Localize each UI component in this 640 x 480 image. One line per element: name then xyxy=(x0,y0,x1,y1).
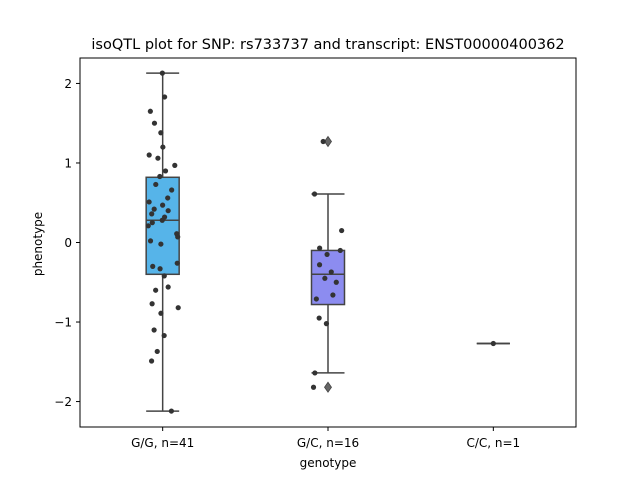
data-point xyxy=(165,208,171,214)
data-point xyxy=(330,292,336,298)
data-point xyxy=(162,168,169,174)
data-point xyxy=(147,108,153,114)
y-tick-label: 2 xyxy=(64,77,72,91)
data-point xyxy=(149,211,155,217)
y-tick-label: 0 xyxy=(64,236,72,250)
data-point xyxy=(310,384,317,390)
data-point xyxy=(160,144,166,150)
data-point xyxy=(337,247,343,254)
data-point xyxy=(160,202,166,208)
y-tick-label: 1 xyxy=(64,156,72,170)
box xyxy=(145,176,180,276)
x-tick-label: G/G, n=41 xyxy=(131,436,194,450)
data-point xyxy=(311,191,318,197)
data-point xyxy=(320,138,326,145)
data-point xyxy=(151,206,157,212)
data-point xyxy=(145,223,151,229)
x-axis-label: genotype xyxy=(300,456,357,470)
data-point xyxy=(175,305,181,311)
data-point xyxy=(324,251,330,258)
data-point xyxy=(148,358,155,364)
data-point xyxy=(316,262,323,268)
data-point xyxy=(333,279,339,285)
data-point xyxy=(313,296,319,302)
genotype-group xyxy=(310,135,346,393)
x-tick-label: C/C, n=1 xyxy=(466,436,520,450)
data-point xyxy=(158,241,164,247)
data-point xyxy=(161,332,167,339)
x-axis: G/G, n=41 G/C, n=16 C/C, n=1 xyxy=(131,427,520,450)
data-point xyxy=(162,94,168,100)
data-point xyxy=(153,181,159,188)
data-point xyxy=(312,370,318,376)
data-point xyxy=(157,266,163,272)
data-point xyxy=(150,263,156,269)
data-point xyxy=(328,269,334,275)
data-point xyxy=(157,173,163,180)
genotype-group xyxy=(476,340,510,347)
data-point xyxy=(146,152,152,158)
data-point xyxy=(174,260,180,266)
data-point xyxy=(149,220,155,226)
data-point xyxy=(147,238,154,244)
x-tick-label: G/C, n=16 xyxy=(297,436,359,450)
data-point xyxy=(151,120,158,126)
y-axis-label: phenotype xyxy=(31,212,45,276)
data-point xyxy=(161,273,167,279)
data-point xyxy=(322,275,328,281)
data-point xyxy=(151,327,157,333)
data-point xyxy=(316,315,322,321)
data-point xyxy=(149,301,155,307)
data-point xyxy=(159,217,165,223)
data-point xyxy=(323,321,330,327)
data-point xyxy=(146,199,152,205)
data-point xyxy=(159,70,165,76)
data-point xyxy=(175,234,181,240)
outlier-point xyxy=(324,381,332,393)
outlier-point xyxy=(324,135,332,148)
data-point xyxy=(169,187,175,193)
genotype-group xyxy=(145,70,181,414)
box xyxy=(310,249,346,306)
data-point xyxy=(158,130,164,136)
data-point xyxy=(155,155,161,161)
data-point xyxy=(172,162,178,168)
data-point xyxy=(168,408,174,414)
chart-title: isoQTL plot for SNP: rs733737 and transc… xyxy=(91,37,564,53)
y-tick-label: −2 xyxy=(54,395,72,409)
data-point xyxy=(154,348,160,355)
y-axis: 2 1 0 −1 −2 xyxy=(54,77,80,409)
data-point xyxy=(165,284,171,290)
data-point xyxy=(317,245,323,251)
y-tick-label: −1 xyxy=(54,316,72,330)
data-point xyxy=(339,227,345,234)
data-point xyxy=(490,340,496,347)
plot-area xyxy=(79,57,577,428)
data-point xyxy=(153,287,159,293)
data-point xyxy=(165,195,171,201)
data-point xyxy=(158,310,164,316)
